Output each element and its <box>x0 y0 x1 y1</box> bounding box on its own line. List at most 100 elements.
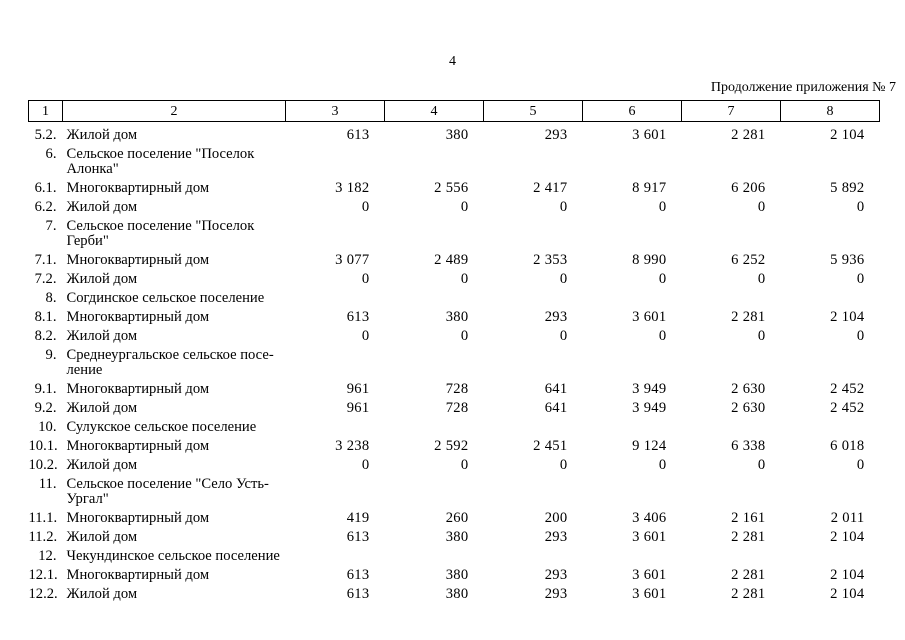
row-value-cell: 2 451 <box>533 438 568 454</box>
row-value-cell: 200 <box>544 510 568 526</box>
row-value-cell <box>682 145 781 179</box>
row-number-cell: 12.1. <box>28 567 58 583</box>
row-name-cell: Многоквартирный дом <box>66 381 210 397</box>
row-value-cell <box>583 289 682 308</box>
row-value-cell <box>583 217 682 251</box>
row-value-cell: 0 <box>361 457 370 473</box>
row-value-cell <box>286 217 385 251</box>
row-name-cell: Согдинское сельское поселение <box>66 290 265 306</box>
row-value-cell: 0 <box>757 271 766 287</box>
row-value-cell: 2 281 <box>731 127 766 143</box>
row-value-cell: 0 <box>559 271 568 287</box>
row-value-cell <box>385 475 484 509</box>
column-header: 3 <box>285 100 385 122</box>
row-number-cell: 11.1. <box>28 510 58 526</box>
row-value-cell: 6 206 <box>731 180 766 196</box>
row-value-cell: 0 <box>460 199 469 215</box>
row-value-cell <box>484 418 583 437</box>
row-number-cell: 7.2. <box>34 271 57 287</box>
row-value-cell <box>385 418 484 437</box>
row-value-cell: 613 <box>346 567 370 583</box>
table-row: 6.2. Жилой дом 0 0 0 0 0 0 <box>29 198 880 217</box>
row-value-cell: 0 <box>559 199 568 215</box>
row-value-cell: 8 917 <box>632 180 667 196</box>
row-value-cell <box>385 217 484 251</box>
row-name-cell: Чекундинское сельское поселение <box>66 548 280 564</box>
row-value-cell: 6 252 <box>731 252 766 268</box>
row-name-cell: Многоквартирный дом <box>66 309 210 325</box>
row-value-cell: 419 <box>346 510 370 526</box>
row-value-cell <box>781 547 880 566</box>
row-value-cell <box>484 475 583 509</box>
row-value-cell: 260 <box>445 510 469 526</box>
table-row: 6. Сельское поселение "Поселок Алонка" <box>29 145 880 179</box>
row-value-cell: 0 <box>856 457 865 473</box>
row-value-cell <box>484 289 583 308</box>
row-value-cell: 6 338 <box>731 438 766 454</box>
row-number-cell: 7.1. <box>34 252 57 268</box>
column-header: 1 <box>28 100 63 122</box>
row-value-cell: 728 <box>445 400 469 416</box>
row-value-cell <box>583 346 682 380</box>
row-value-cell <box>682 475 781 509</box>
row-value-cell: 3 238 <box>335 438 370 454</box>
row-name-cell: Многоквартирный дом <box>66 567 210 583</box>
row-number-cell: 10.1. <box>28 438 58 454</box>
row-value-cell: 0 <box>757 328 766 344</box>
row-name-cell: Среднеургальское сельское посе- ление <box>66 347 274 378</box>
row-name-cell: Многоквартирный дом <box>66 180 210 196</box>
table-row: 7.1. Многоквартирный дом 3 077 2 489 2 353 8 … <box>29 251 880 270</box>
row-value-cell: 0 <box>757 457 766 473</box>
row-value-cell: 380 <box>445 309 469 325</box>
row-value-cell: 3 601 <box>632 529 667 545</box>
row-value-cell <box>682 346 781 380</box>
row-number-cell: 8.2. <box>34 328 57 344</box>
row-name-cell: Жилой дом <box>66 127 138 143</box>
table-row: 10.1. Многоквартирный дом 3 238 2 592 2 451 9… <box>29 437 880 456</box>
row-value-cell: 0 <box>658 199 667 215</box>
row-value-cell <box>781 217 880 251</box>
table-row: 11. Сельское поселение "Село Усть- Ургал" <box>29 475 880 509</box>
row-value-cell: 2 452 <box>830 381 865 397</box>
row-value-cell: 0 <box>460 271 469 287</box>
row-value-cell <box>781 346 880 380</box>
row-value-cell: 2 281 <box>731 567 766 583</box>
row-number-cell: 9.1. <box>34 381 57 397</box>
row-value-cell: 2 104 <box>830 567 865 583</box>
row-value-cell: 961 <box>346 381 370 397</box>
row-value-cell <box>385 346 484 380</box>
table-row: 10. Сулукское сельское поселение <box>29 418 880 437</box>
row-value-cell <box>286 346 385 380</box>
table-row: 5.2. Жилой дом 613 380 293 3 601 2 281 2 104 <box>29 122 880 146</box>
row-value-cell: 0 <box>559 328 568 344</box>
row-value-cell: 0 <box>658 328 667 344</box>
row-number-cell: 12.2. <box>28 586 58 602</box>
row-value-cell <box>682 217 781 251</box>
table-row: 6.1. Многоквартирный дом 3 182 2 556 2 417 8 … <box>29 179 880 198</box>
row-value-cell: 2 281 <box>731 529 766 545</box>
row-value-cell: 5 892 <box>830 180 865 196</box>
row-value-cell <box>286 475 385 509</box>
row-value-cell: 2 489 <box>434 252 469 268</box>
row-value-cell: 293 <box>544 567 568 583</box>
table-row: 8. Согдинское сельское поселение <box>29 289 880 308</box>
row-value-cell: 2 104 <box>830 309 865 325</box>
row-value-cell: 641 <box>544 400 568 416</box>
row-value-cell <box>484 145 583 179</box>
row-value-cell: 380 <box>445 567 469 583</box>
column-header: 4 <box>384 100 484 122</box>
row-number-cell: 12. <box>38 548 57 564</box>
table-row: 12.1. Многоквартирный дом 613 380 293 3 601 2 … <box>29 566 880 585</box>
table-row: 10.2. Жилой дом 0 0 0 0 0 0 <box>29 456 880 475</box>
row-value-cell: 613 <box>346 309 370 325</box>
table-row: 9.2. Жилой дом 961 728 641 3 949 2 630 2 452 <box>29 399 880 418</box>
row-name-cell: Сулукское сельское поселение <box>66 419 257 435</box>
row-value-cell: 3 077 <box>335 252 370 268</box>
row-value-cell: 2 556 <box>434 180 469 196</box>
row-value-cell: 380 <box>445 586 469 602</box>
column-header: 5 <box>483 100 583 122</box>
row-value-cell <box>781 475 880 509</box>
row-value-cell: 0 <box>856 328 865 344</box>
